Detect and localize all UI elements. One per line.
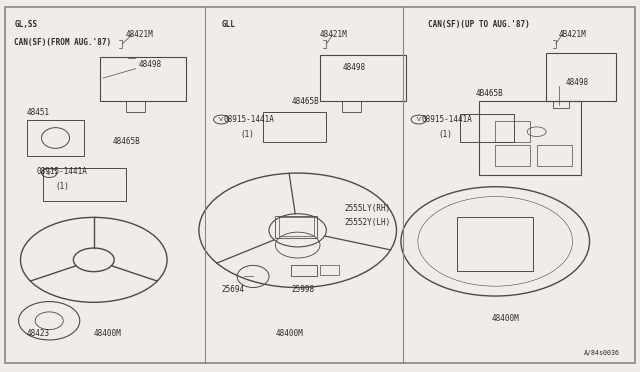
Text: 25694: 25694 (221, 285, 244, 294)
Text: V: V (417, 117, 420, 122)
Text: (1): (1) (241, 130, 254, 139)
Text: CAN(SF)(FROM AUG.'87): CAN(SF)(FROM AUG.'87) (14, 38, 111, 47)
Bar (457, 217, 534, 271)
Bar (495, 145, 531, 166)
Text: 48421M: 48421M (320, 30, 348, 39)
Bar (320, 265, 339, 275)
Bar (460, 114, 515, 142)
Text: 4B421M: 4B421M (559, 30, 587, 39)
Text: GLL: GLL (221, 20, 235, 29)
Text: 48421M: 48421M (125, 30, 154, 39)
Text: (1): (1) (56, 182, 69, 190)
Bar (125, 101, 145, 112)
Text: 08915-1441A: 08915-1441A (422, 115, 473, 124)
Text: A/84s0036: A/84s0036 (584, 350, 620, 356)
Bar (275, 215, 317, 238)
Text: 48498: 48498 (342, 63, 365, 72)
Bar (27, 119, 84, 157)
Bar (342, 101, 362, 112)
Bar (479, 101, 581, 175)
Text: 48498: 48498 (565, 78, 588, 87)
Text: 48465B: 48465B (291, 97, 319, 106)
Bar (291, 265, 317, 276)
Bar (495, 121, 531, 142)
Bar (552, 101, 568, 109)
Text: GL,SS: GL,SS (14, 20, 37, 29)
Text: 4B465B: 4B465B (476, 89, 504, 98)
Bar (262, 112, 326, 142)
Text: 48400M: 48400M (275, 329, 303, 338)
Text: V: V (220, 117, 223, 122)
Text: 08915-1441A: 08915-1441A (223, 115, 274, 124)
Text: 08915-1441A: 08915-1441A (36, 167, 87, 176)
Bar (537, 145, 572, 166)
Bar (43, 167, 125, 201)
Text: (1): (1) (438, 130, 452, 139)
Bar (320, 55, 406, 101)
Text: 25552Y(LH): 25552Y(LH) (344, 218, 390, 227)
Text: CAN(SF)(UP TO AUG.'87): CAN(SF)(UP TO AUG.'87) (428, 20, 530, 29)
Bar (100, 57, 186, 101)
Text: 48400M: 48400M (492, 314, 520, 323)
Text: 48423: 48423 (27, 329, 50, 338)
Text: 48498: 48498 (138, 60, 161, 69)
Text: 48465B: 48465B (113, 137, 141, 146)
Text: 48400M: 48400M (94, 329, 122, 338)
Bar (278, 217, 314, 236)
Text: 48451: 48451 (27, 108, 50, 117)
Text: 25998: 25998 (291, 285, 314, 294)
Bar (546, 53, 616, 101)
Text: 2555LY(RH): 2555LY(RH) (344, 203, 390, 213)
Text: V: V (47, 171, 51, 176)
